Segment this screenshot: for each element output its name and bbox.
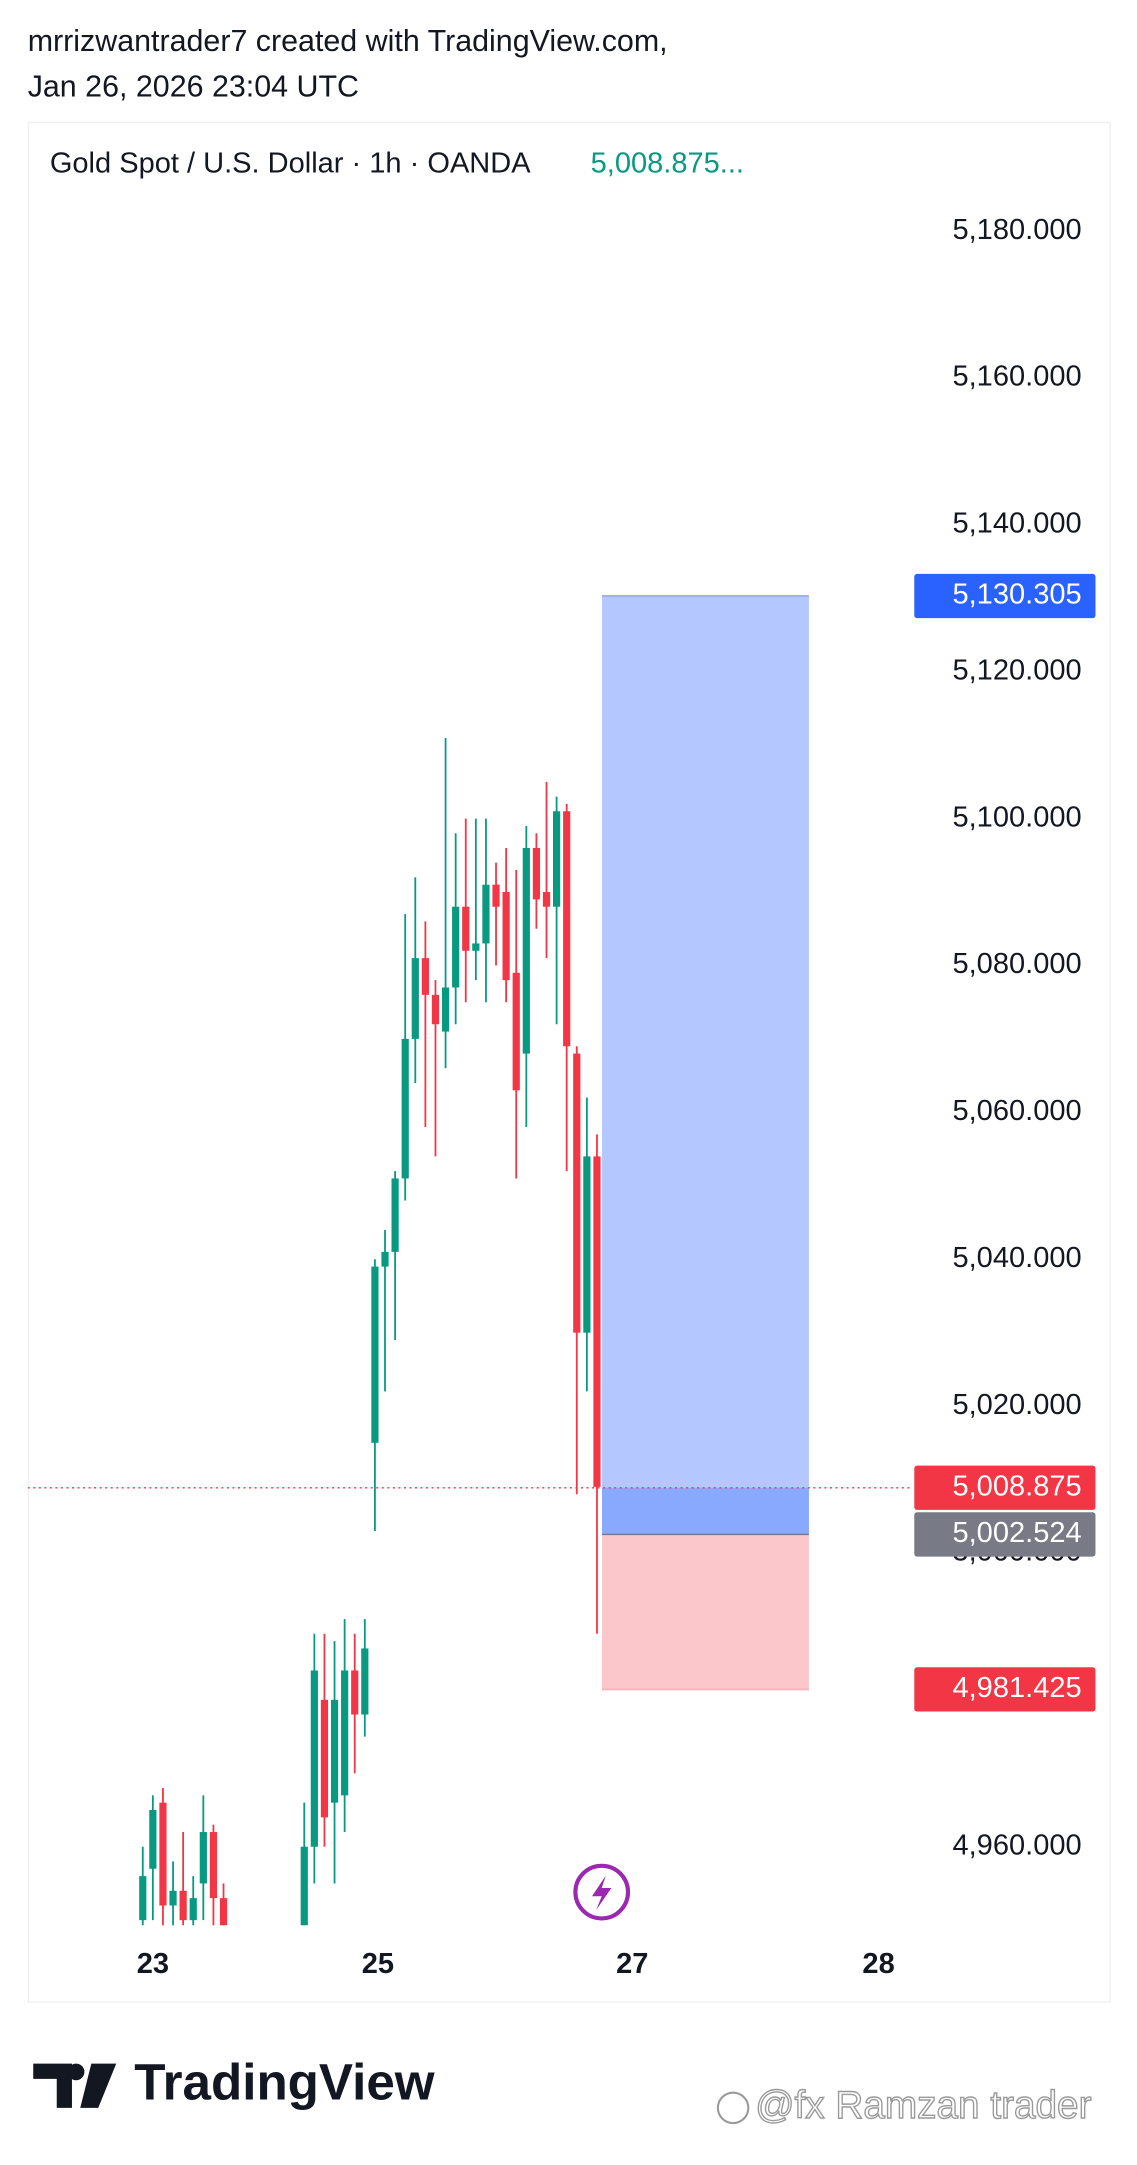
author-line: mrrizwantrader7 created with TradingView… <box>28 24 668 58</box>
x-tick-label: 28 <box>862 1948 894 1980</box>
candle-body <box>532 847 541 900</box>
y-tick-label: 5,140.000 <box>952 508 1081 540</box>
last-price: 5,008.875... <box>591 147 744 179</box>
candle-body <box>300 1846 308 1926</box>
candle-body <box>169 1890 177 1906</box>
plot <box>27 595 913 1926</box>
price-label-box <box>914 1667 1096 1712</box>
candle-body <box>411 958 419 1039</box>
target-zone <box>602 596 809 1535</box>
candle-body <box>401 1038 409 1179</box>
candle-body <box>361 1648 369 1715</box>
y-tick-label: 5,080.000 <box>952 948 1081 980</box>
y-tick-label: 5,100.000 <box>952 801 1081 833</box>
watermark-icon <box>716 2091 750 2125</box>
candle-body <box>310 1670 318 1847</box>
lightning-bolt <box>592 1875 612 1911</box>
candle-body <box>179 1890 187 1921</box>
y-tick-label: 5,120.000 <box>952 654 1081 686</box>
candle-body <box>472 943 480 951</box>
candle-body <box>189 1898 197 1921</box>
lightning-icon[interactable] <box>573 1863 631 1921</box>
y-tick-label: 5,060.000 <box>952 1095 1081 1127</box>
y-tick-label: 5,160.000 <box>952 361 1081 393</box>
candle-body <box>593 1156 601 1487</box>
candle-body <box>159 1802 167 1906</box>
candle-body <box>139 1876 147 1921</box>
axes: 4,960.0005,000.0005,020.0005,040.0005,06… <box>137 214 1096 1980</box>
candle-body <box>462 906 470 951</box>
x-tick-label: 27 <box>616 1948 648 1980</box>
candle-body <box>512 972 520 1091</box>
y-tick-label: 5,180.000 <box>952 214 1081 246</box>
candle-body <box>522 847 530 1054</box>
x-tick-label: 23 <box>137 1948 169 1980</box>
candle-body <box>553 811 561 907</box>
price-label-box <box>914 1465 1096 1510</box>
candle-body <box>492 884 500 907</box>
candle-body <box>482 884 490 944</box>
candle-body <box>441 987 450 1032</box>
candle-body <box>431 994 440 1025</box>
candle-body <box>320 1699 329 1818</box>
price-label: 5,008.875 <box>952 1470 1081 1502</box>
candle-body <box>421 958 429 995</box>
price-label-box <box>914 573 1096 619</box>
candle-body <box>149 1810 157 1869</box>
candle-body <box>563 811 571 1047</box>
candle-body <box>330 1699 339 1803</box>
chart-title: Gold Spot / U.S. Dollar · 1h · OANDA <box>50 147 531 179</box>
candle-body <box>583 1156 591 1333</box>
price-label: 5,002.524 <box>952 1517 1081 1549</box>
price-label-box <box>914 1512 1096 1557</box>
candle-body <box>573 1053 581 1333</box>
tv-logo-text: TradingView <box>134 2053 435 2110</box>
candle-body <box>341 1670 349 1796</box>
candle-body <box>209 1832 218 1899</box>
candle-body <box>452 906 460 988</box>
chart-frame <box>27 121 1111 2003</box>
price-label: 5,130.305 <box>952 579 1081 611</box>
y-tick-label: 5,040.000 <box>952 1242 1081 1274</box>
y-tick-label: 5,020.000 <box>952 1389 1081 1421</box>
open-pnl-zone <box>602 1487 809 1535</box>
watermark: @fx Ramzan trader <box>755 2084 1091 2127</box>
x-tick-label: 25 <box>362 1948 394 1980</box>
candle-body <box>371 1266 379 1443</box>
date-line: Jan 26, 2026 23:04 UTC <box>28 70 359 104</box>
stop-zone <box>602 1534 809 1690</box>
candle-body <box>381 1251 389 1267</box>
tv-logo-icon <box>33 2063 117 2108</box>
candle-body <box>391 1178 399 1252</box>
candle-body <box>542 892 551 907</box>
price-label: 4,981.425 <box>952 1672 1081 1704</box>
candle-body <box>219 1898 228 1926</box>
candle-body <box>502 892 510 981</box>
y-tick-label: 4,960.000 <box>952 1829 1081 1861</box>
candle-body <box>199 1832 207 1884</box>
candle-body <box>351 1670 359 1715</box>
